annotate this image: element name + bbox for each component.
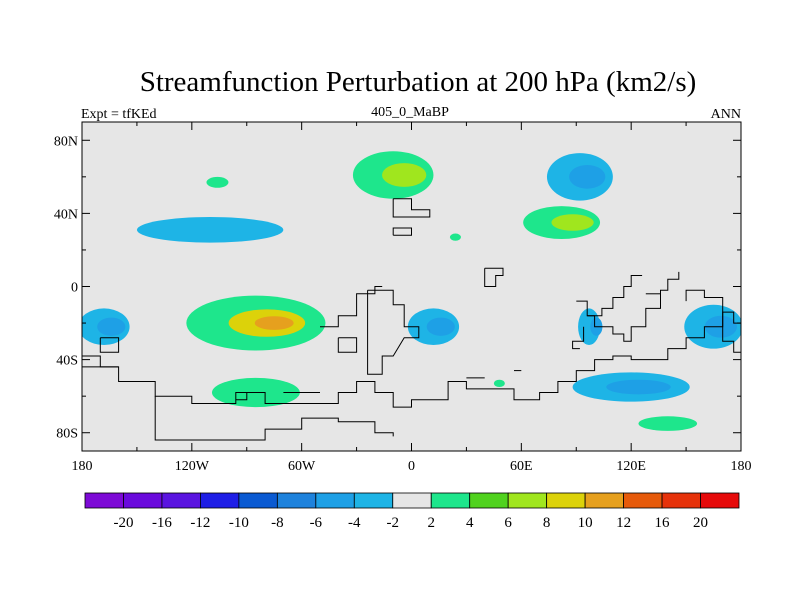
colorbar-swatch [700,492,740,509]
antarctic-high [638,416,698,431]
coastline [154,396,394,441]
colorbar-label: -20 [113,515,133,531]
colorbar-swatch [276,492,317,509]
colorbar-label: -16 [152,515,172,531]
y-tick-label: 80S [56,427,78,442]
colorbar-label: -2 [387,515,400,531]
north-asia-high-core [382,163,427,187]
colorbar-swatch [507,492,548,509]
colorbar-swatch [546,492,586,509]
x-tick-label: 60W [288,459,316,474]
season-label: ANN [711,107,741,122]
coastline [572,326,585,350]
colorbar-label: 8 [543,515,551,531]
colorbar-label: 20 [693,515,708,531]
colorbar-swatch [238,492,278,509]
y-tick-label: 80N [54,134,78,149]
colorbar-label: -8 [271,515,284,531]
central-high-small [449,233,461,241]
colorbar-label: 4 [466,515,474,531]
equatorial-high-small [493,379,505,388]
colorbar-swatch [623,492,663,509]
greenland-high-small [206,176,229,188]
colorbar-label: -10 [229,515,249,531]
colorbar-swatch [84,492,124,509]
colorbar-swatch [161,492,201,509]
colorbar-label: -12 [190,515,210,531]
colorbar-swatch [353,492,394,509]
chart-title: Streamfunction Perturbation at 200 hPa (… [140,66,697,98]
coastline [392,227,412,236]
x-tick-label: 60E [510,459,533,474]
coastline [235,392,248,401]
y-tick-label: 40N [54,207,78,222]
map-plot-area: 180 120W 60W 0 60E 120E 180 80N 40N 0 40S 80S [54,121,752,474]
coastline [685,289,724,327]
coastline [320,286,383,328]
colorbar-label: -4 [348,515,361,531]
coastline [82,311,741,408]
coastline [392,198,431,218]
colorbar-label: -6 [310,515,323,531]
colorbar-swatch [469,492,509,509]
coastline [99,337,120,353]
colorbar-label: 6 [504,515,512,531]
y-tick-label: 0 [71,281,78,296]
coastline [722,326,741,353]
colorbar-label: 10 [578,515,593,531]
colorbar-swatch [200,492,240,509]
period-label: 405_0_MaBP [371,105,449,120]
colorbar-label: 12 [616,515,631,531]
colorbar-label: 2 [427,515,435,531]
coastline [337,337,358,353]
colorbar-swatch [584,492,624,509]
coastline [367,289,420,375]
colorbar-swatch [123,492,163,509]
africa-low-core [426,317,455,336]
south-pacific-low-core [606,379,671,395]
x-tick-label: 0 [408,459,415,474]
colorbar: -20 -16 -12 -10 -8 -6 -4 -2 2 4 6 8 10 12 16 20 [84,492,740,531]
coastline [587,275,643,317]
y-tick-label: 40S [56,354,78,369]
x-tick-label: 180 [731,459,752,474]
colorbar-swatch [315,492,355,509]
south-atlantic-high-peak [254,316,294,330]
ne-pacific-low-core [569,164,606,189]
colorbar-swatch [392,492,432,509]
north-atlantic-low [136,217,284,243]
x-tick-label: 180 [72,459,93,474]
atlantic-low-west-core [97,317,126,336]
colorbar-swatch [430,492,471,509]
colorbar-swatch [661,492,701,509]
north-pacific-high-core [551,214,594,231]
x-tick-label: 120W [175,459,210,474]
colorbar-label: 16 [655,515,671,531]
coastline [484,267,504,287]
experiment-label: Expt = tfKEd [81,107,157,122]
x-tick-label: 120E [616,459,646,474]
